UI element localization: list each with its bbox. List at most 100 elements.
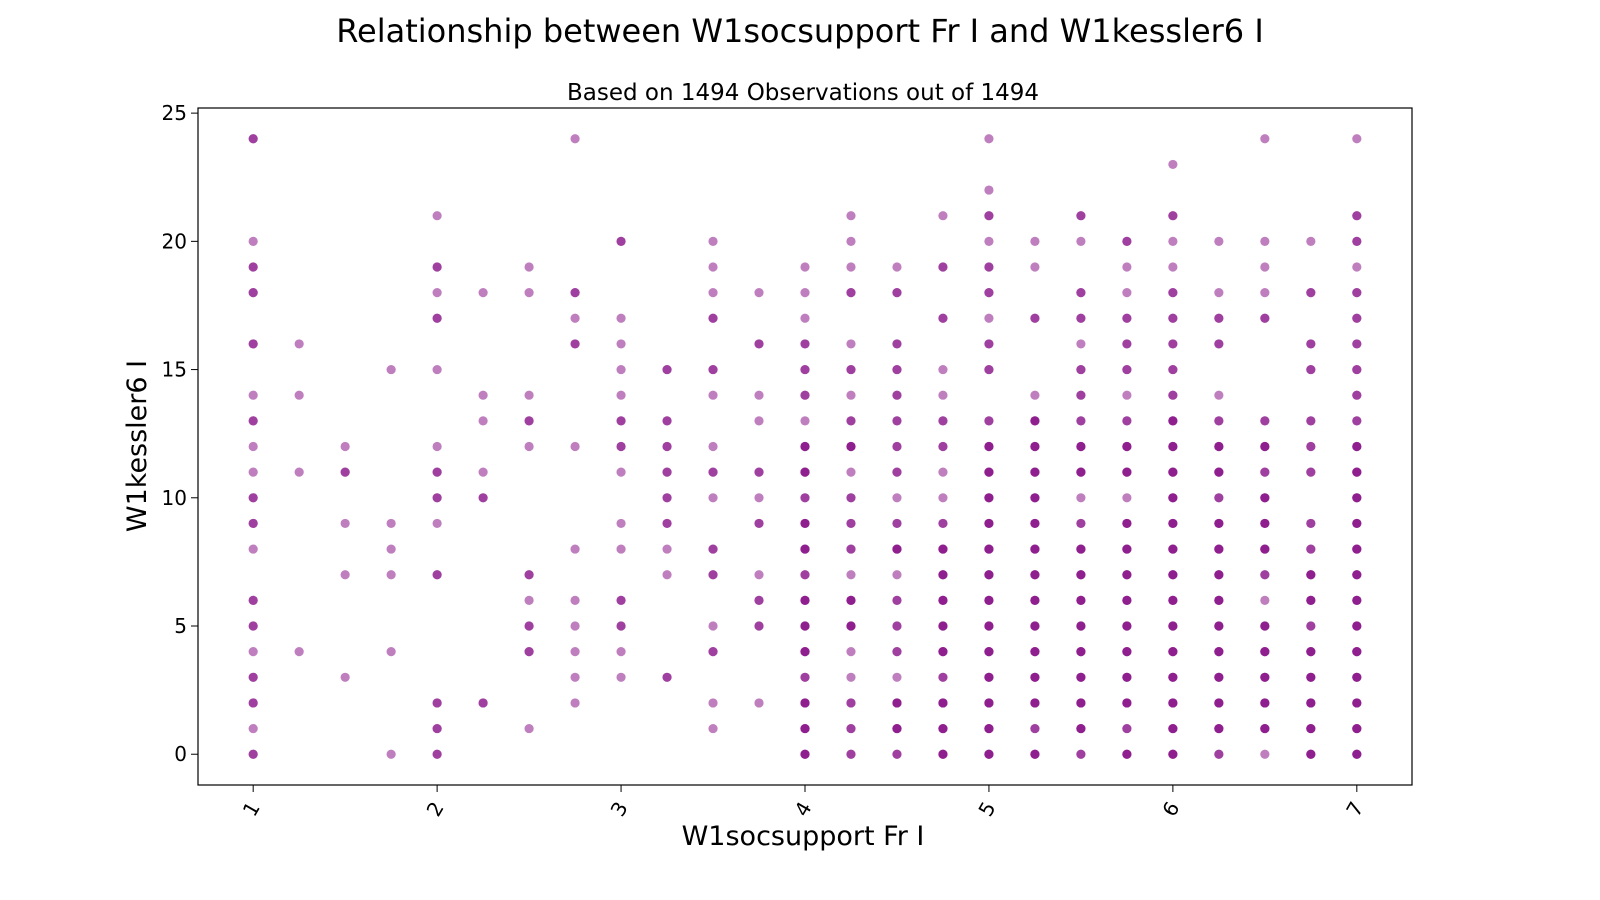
data-point — [1076, 544, 1086, 554]
data-point — [1352, 749, 1362, 759]
data-point — [938, 313, 948, 323]
data-point — [754, 570, 764, 580]
data-point — [800, 672, 810, 682]
data-point — [1352, 390, 1362, 400]
data-point — [524, 647, 534, 657]
data-point — [754, 339, 764, 349]
data-point — [1260, 288, 1270, 298]
data-point — [248, 339, 258, 349]
data-point — [846, 441, 856, 452]
data-point — [800, 518, 810, 529]
data-point — [662, 672, 672, 682]
data-point — [524, 416, 534, 426]
data-point — [570, 672, 580, 682]
data-point — [1214, 339, 1224, 349]
data-point — [1076, 621, 1086, 631]
data-point — [340, 672, 350, 682]
data-point — [938, 595, 948, 605]
data-point — [846, 672, 856, 682]
data-point — [708, 288, 718, 298]
points-layer — [248, 134, 1362, 759]
data-point — [708, 364, 718, 375]
data-point — [1076, 698, 1086, 708]
data-point — [708, 262, 718, 272]
data-point — [248, 390, 258, 400]
data-point — [248, 672, 258, 682]
data-point — [248, 441, 258, 452]
data-point — [984, 441, 994, 452]
data-point — [1168, 441, 1178, 452]
data-point — [708, 647, 718, 657]
data-point — [938, 467, 948, 477]
data-point — [1168, 211, 1178, 221]
data-point — [248, 416, 258, 426]
data-point — [984, 544, 994, 554]
data-point — [938, 749, 948, 759]
data-point — [800, 493, 810, 503]
data-point — [1214, 467, 1224, 477]
data-point — [1076, 339, 1086, 349]
data-point — [1306, 288, 1316, 298]
data-point — [938, 441, 948, 452]
data-point — [1122, 723, 1132, 734]
data-point — [1214, 518, 1224, 529]
data-point — [1168, 647, 1178, 657]
data-point — [432, 313, 442, 323]
data-point — [662, 416, 672, 426]
data-point — [1076, 467, 1086, 477]
data-point — [1214, 723, 1224, 734]
data-point — [1168, 518, 1178, 529]
data-point — [1306, 236, 1316, 246]
data-point — [1030, 467, 1040, 477]
data-point — [1214, 647, 1224, 657]
data-point — [1076, 723, 1086, 734]
data-point — [248, 134, 258, 144]
x-tick-label: 7 — [1341, 797, 1368, 820]
data-point — [1030, 672, 1040, 682]
data-point — [478, 698, 488, 708]
data-point — [892, 749, 902, 759]
data-point — [1306, 595, 1316, 605]
y-tick-label: 0 — [174, 742, 187, 766]
data-point — [1260, 134, 1270, 144]
data-point — [1030, 493, 1040, 503]
data-point — [248, 467, 258, 477]
data-point — [1352, 134, 1362, 144]
y-tick-label: 15 — [162, 358, 187, 382]
data-point — [1260, 467, 1270, 477]
data-point — [892, 544, 902, 554]
data-point — [708, 621, 718, 631]
data-point — [1076, 441, 1086, 452]
data-point — [662, 570, 672, 580]
data-point — [800, 621, 810, 631]
data-point — [1306, 518, 1316, 529]
data-point — [1076, 518, 1086, 529]
data-point — [1076, 570, 1086, 580]
data-point — [248, 288, 258, 298]
data-point — [1030, 236, 1040, 246]
data-point — [1352, 672, 1362, 682]
data-point — [1122, 288, 1132, 298]
data-point — [248, 493, 258, 503]
data-point — [846, 570, 856, 580]
data-point — [754, 621, 764, 631]
data-point — [1260, 262, 1270, 272]
data-point — [892, 518, 902, 529]
data-point — [1122, 595, 1132, 605]
data-point — [984, 698, 994, 708]
data-point — [248, 749, 258, 759]
data-point — [984, 595, 994, 605]
data-point — [1306, 339, 1316, 349]
data-point — [616, 236, 626, 246]
data-point — [1306, 647, 1316, 657]
data-point — [1352, 595, 1362, 605]
data-point — [846, 364, 856, 375]
data-point — [570, 698, 580, 708]
data-point — [984, 672, 994, 682]
data-point — [1260, 313, 1270, 323]
data-point — [1352, 339, 1362, 349]
data-point — [1260, 518, 1270, 529]
data-point — [1168, 698, 1178, 708]
data-point — [846, 621, 856, 631]
data-point — [754, 416, 764, 426]
